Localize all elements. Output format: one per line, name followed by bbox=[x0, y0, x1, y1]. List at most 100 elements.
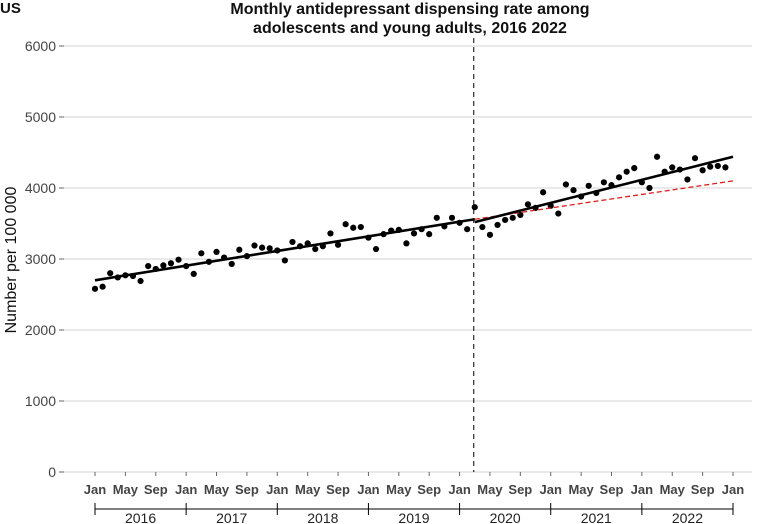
data-point bbox=[145, 263, 152, 270]
data-point bbox=[448, 214, 456, 221]
data-point bbox=[722, 164, 729, 171]
data-point bbox=[327, 230, 334, 237]
data-point bbox=[410, 230, 418, 237]
year-label: 2019 bbox=[398, 510, 429, 524]
data-point bbox=[350, 224, 357, 231]
year-label: 2018 bbox=[307, 510, 338, 524]
x-tick-label: May bbox=[295, 482, 321, 497]
x-tick-label: Jan bbox=[357, 482, 379, 497]
data-point bbox=[623, 168, 630, 175]
data-point bbox=[167, 260, 175, 267]
x-tick-label: Jan bbox=[175, 482, 197, 497]
data-point bbox=[653, 153, 661, 160]
x-tick-label: May bbox=[660, 482, 686, 497]
data-point bbox=[289, 238, 296, 246]
data-point bbox=[433, 214, 440, 221]
trend-line-post bbox=[474, 155, 734, 224]
data-point bbox=[631, 165, 638, 172]
year-label: 2020 bbox=[490, 510, 521, 524]
x-tick-label: Sep bbox=[691, 482, 715, 497]
x-tick-label: May bbox=[386, 482, 412, 497]
data-point bbox=[570, 187, 577, 194]
data-point bbox=[615, 174, 623, 181]
data-point bbox=[691, 155, 699, 162]
x-tick-label: May bbox=[568, 482, 594, 497]
x-tick-label: May bbox=[477, 482, 503, 497]
data-point bbox=[600, 179, 607, 186]
data-point bbox=[213, 248, 220, 255]
data-point bbox=[190, 270, 197, 278]
y-tick-label: 5000 bbox=[25, 109, 56, 125]
x-tick-label: Jan bbox=[722, 482, 744, 497]
x-tick-label: Jan bbox=[631, 482, 653, 497]
x-tick-label: Jan bbox=[540, 482, 562, 497]
chart-title: Monthly antidepressant dispensing rate a… bbox=[140, 0, 680, 38]
data-point bbox=[562, 181, 570, 188]
data-point bbox=[714, 162, 721, 170]
year-label: 2021 bbox=[581, 510, 612, 524]
data-point bbox=[160, 262, 167, 269]
x-tick-label: May bbox=[204, 482, 230, 497]
data-point bbox=[684, 176, 691, 183]
data-point bbox=[266, 245, 273, 252]
data-point bbox=[471, 204, 478, 211]
data-point bbox=[464, 226, 471, 233]
y-tick-label: 4000 bbox=[25, 180, 56, 196]
x-tick-label: Sep bbox=[508, 482, 532, 497]
data-point bbox=[334, 241, 342, 248]
data-point bbox=[312, 245, 319, 253]
data-point bbox=[91, 285, 99, 292]
year-label: 2022 bbox=[672, 510, 703, 524]
data-point bbox=[555, 210, 562, 217]
chart-title-line-2: adolescents and young adults, 2016 2022 bbox=[253, 20, 567, 37]
y-tick-label: 6000 bbox=[25, 38, 56, 54]
x-tick-label: Jan bbox=[84, 482, 106, 497]
data-point bbox=[137, 277, 144, 285]
y-tick-label: 0 bbox=[48, 464, 56, 480]
data-point bbox=[502, 216, 509, 224]
data-point bbox=[236, 246, 243, 253]
data-point bbox=[494, 221, 501, 229]
data-point bbox=[258, 244, 266, 251]
data-point bbox=[669, 164, 676, 171]
x-tick-label: Sep bbox=[600, 482, 624, 497]
data-point bbox=[198, 250, 205, 257]
data-point bbox=[403, 240, 410, 247]
data-point bbox=[342, 221, 349, 228]
region-label: US bbox=[0, 0, 21, 17]
year-label: 2016 bbox=[125, 510, 156, 524]
data-point bbox=[251, 242, 258, 249]
data-point bbox=[509, 214, 516, 221]
data-point bbox=[175, 256, 182, 263]
data-point bbox=[426, 231, 433, 238]
data-point bbox=[524, 201, 532, 208]
data-point bbox=[699, 167, 706, 174]
counterfactual-line bbox=[474, 180, 734, 220]
year-label: 2017 bbox=[216, 510, 247, 524]
data-point bbox=[228, 260, 235, 268]
data-point bbox=[486, 231, 494, 238]
y-tick-label: 1000 bbox=[25, 393, 56, 409]
data-point bbox=[281, 257, 288, 264]
y-tick-label: 2000 bbox=[25, 322, 56, 338]
x-tick-label: Sep bbox=[326, 482, 350, 497]
chart-title-line-1: Monthly antidepressant dispensing rate a… bbox=[230, 1, 590, 18]
x-tick-label: Sep bbox=[417, 482, 441, 497]
x-tick-label: Jan bbox=[448, 482, 470, 497]
data-point bbox=[646, 184, 653, 192]
x-tick-label: Sep bbox=[235, 482, 259, 497]
data-point bbox=[107, 270, 114, 277]
x-tick-label: May bbox=[113, 482, 139, 497]
data-point bbox=[479, 223, 486, 231]
data-point bbox=[540, 189, 547, 196]
trend-line-pre bbox=[94, 217, 475, 282]
data-point bbox=[517, 211, 524, 219]
data-point bbox=[707, 163, 714, 170]
data-point bbox=[99, 283, 106, 290]
data-point bbox=[585, 182, 592, 189]
x-tick-label: Sep bbox=[144, 482, 168, 497]
data-point bbox=[372, 245, 380, 253]
data-point bbox=[357, 223, 364, 231]
x-tick-label: Jan bbox=[266, 482, 288, 497]
